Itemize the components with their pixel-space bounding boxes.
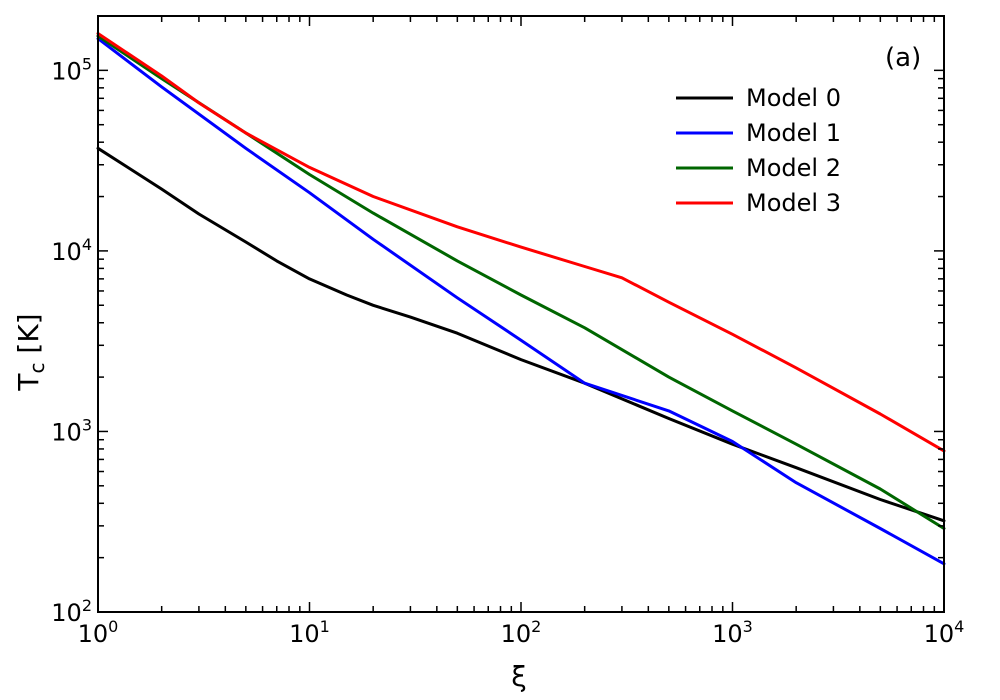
tick-label-layer: 100 101 102 103 104 102 103 104 105 bbox=[51, 54, 964, 648]
x-tick-label: 103 bbox=[712, 617, 753, 648]
y-tick-label: 105 bbox=[51, 54, 92, 85]
y-tick-label: 102 bbox=[51, 596, 92, 627]
legend-label-model-1: Model 1 bbox=[746, 119, 841, 147]
series-line-model-3 bbox=[96, 32, 946, 453]
series-line-model-1 bbox=[96, 37, 946, 566]
x-tick-label: 104 bbox=[924, 617, 965, 648]
legend-label-model-0: Model 0 bbox=[746, 84, 841, 112]
series-line-model-0 bbox=[96, 146, 946, 523]
y-axis-title-units: [K] bbox=[12, 313, 45, 362]
series-layer bbox=[96, 32, 946, 566]
y-tick-label: 103 bbox=[51, 415, 92, 446]
panel-label: (a) bbox=[885, 43, 921, 73]
legend-label-model-2: Model 2 bbox=[746, 154, 841, 182]
x-tick-label: 100 bbox=[78, 617, 119, 648]
x-axis-title: ξ bbox=[511, 660, 527, 693]
plot-frame bbox=[97, 15, 945, 613]
y-axis-title-sub: c bbox=[25, 363, 49, 374]
y-axis-title: Tc [K] bbox=[12, 313, 49, 391]
x-tick-label: 101 bbox=[289, 617, 330, 648]
y-axis-title-main: T bbox=[12, 373, 45, 392]
legend: Model 0 Model 1 Model 2 Model 3 bbox=[676, 84, 841, 217]
legend-label-model-3: Model 3 bbox=[746, 189, 841, 217]
y-tick-label: 104 bbox=[51, 235, 92, 266]
x-tick-label: 102 bbox=[501, 617, 542, 648]
